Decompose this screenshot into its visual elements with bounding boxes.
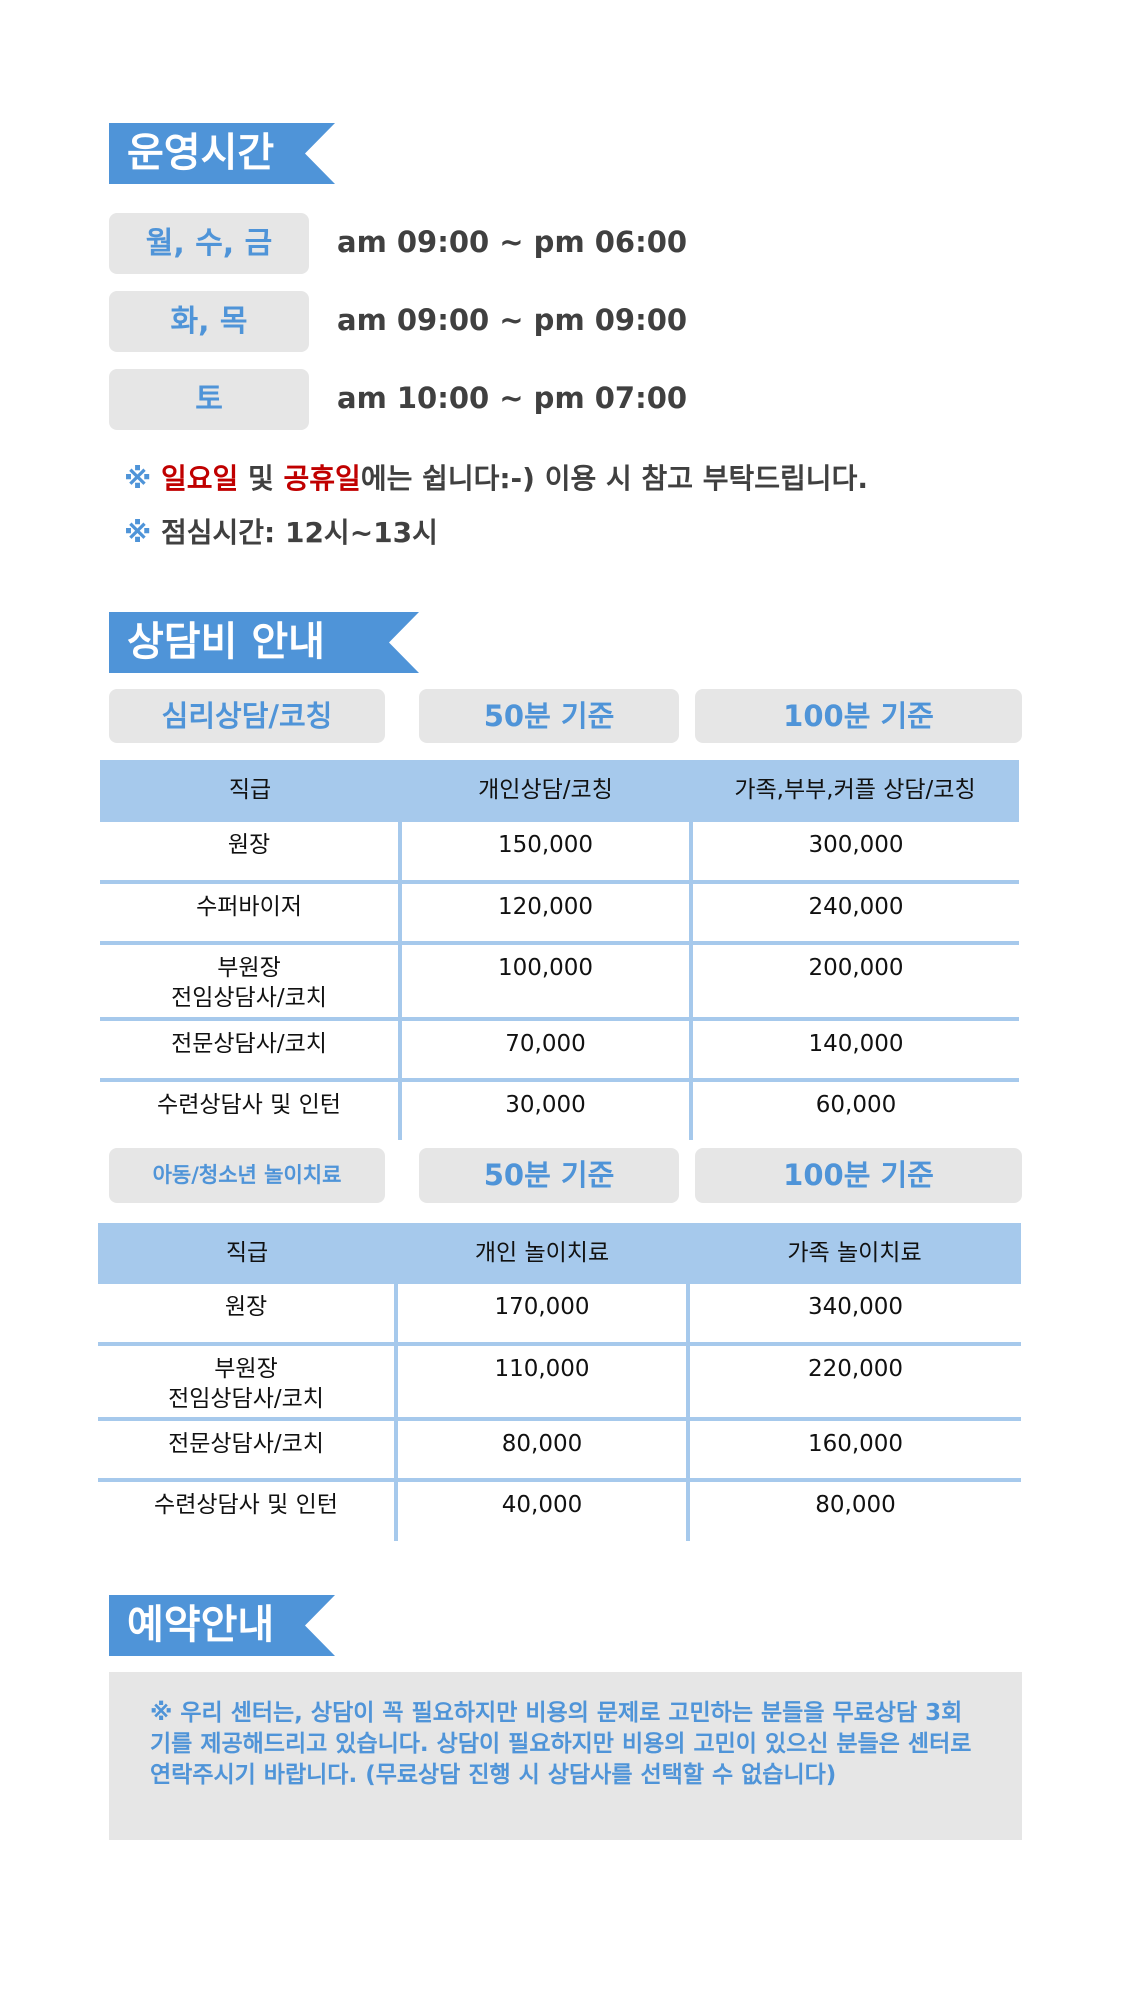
header-family: 가족,부부,커플 상담/코칭 [691,760,1019,822]
table-header-row: 직급 개인 놀이치료 가족 놀이치료 [98,1223,1021,1284]
cell: 부원장 전임상담사/코치 [98,1344,396,1421]
cell: 160,000 [686,1419,1021,1482]
and-text: 및 [238,462,284,495]
cell: 30,000 [398,1080,691,1140]
100min-label: 100분 기준 [695,1148,1022,1203]
cell: 부원장 전임상담사/코치 [100,943,400,1021]
cell: 170,000 [394,1284,688,1346]
table-row: 전문상담사/코치 80,000 160,000 [98,1419,1021,1482]
cell: 원장 [100,822,400,884]
cell: 원장 [98,1284,396,1346]
time-tt: am 09:00 ~ pm 09:00 [337,303,688,337]
cell: 340,000 [686,1284,1021,1346]
cell: 수련상담사 및 인턴 [157,1092,341,1118]
cell: 110,000 [394,1344,688,1421]
cell: 300,000 [689,822,1019,884]
table-row: 부원장 전임상담사/코치 110,000 220,000 [98,1344,1021,1421]
cell: 전문상담사/코치 [98,1419,396,1482]
table-header-row: 직급 개인상담/코칭 가족,부부,커플 상담/코칭 [100,760,1019,822]
counseling-label: 심리상담/코칭 [109,689,385,743]
header-rank: 직급 [98,1223,396,1284]
cell: 70,000 [398,1019,691,1082]
header-individual: 개인상담/코칭 [400,760,691,822]
header-family: 가족 놀이치료 [688,1223,1021,1284]
cell: 100,000 [398,943,691,1021]
table-row: 수련상담사 및 인턴 30,000 60,000 [100,1080,1019,1140]
cell: 40,000 [394,1480,688,1541]
sunday-text: 일요일 [160,462,239,495]
cell: 60,000 [689,1080,1019,1140]
cell: 80,000 [394,1419,688,1482]
cell: 전문상담사/코치 [100,1019,400,1082]
50min-label: 50분 기준 [419,1148,679,1203]
table-row: 부원장 전임상담사/코치 100,000 200,000 [100,943,1019,1021]
cell: 120,000 [398,882,691,945]
reservation-info: ※ 우리 센터는, 상담이 꼭 필요하지만 비용의 문제로 고민하는 분들을 무… [109,1672,1022,1840]
hours-heading: 운영시간 [109,123,335,184]
play-therapy-fee-table: 직급 개인 놀이치료 가족 놀이치료 원장 170,000 340,000 부원장 … [98,1223,1021,1541]
reference-mark-icon: ※ [124,462,152,495]
cell: 수련상담사 및 인턴 [154,1492,338,1518]
cell: 수퍼바이저 [100,882,400,945]
counseling-fee-table: 직급 개인상담/코칭 가족,부부,커플 상담/코칭 원장 150,000 300,0… [100,760,1019,1140]
lunch-text: 점심시간: 12시~13시 [160,516,438,549]
table-row: 수련상담사 및 인턴 40,000 80,000 [98,1480,1021,1541]
cell: 200,000 [689,943,1019,1021]
fees-heading: 상담비 안내 [109,612,419,673]
day-label-mwf: 월, 수, 금 [109,213,309,274]
time-mwf: am 09:00 ~ pm 06:00 [337,225,688,259]
reference-mark-icon: ※ [124,516,152,549]
rest-text: 에는 쉽니다:-) 이용 시 참고 부탁드립니다. [360,462,868,495]
holiday-note: ※ 일요일 및 공휴일에는 쉽니다:-) 이용 시 참고 부탁드립니다. [124,457,868,497]
header-individual: 개인 놀이치료 [396,1223,688,1284]
holiday-text: 공휴일 [283,462,361,495]
cell: 240,000 [689,882,1019,945]
50min-label: 50분 기준 [419,689,679,743]
lunch-note: ※ 점심시간: 12시~13시 [124,511,438,551]
table-row: 원장 170,000 340,000 [98,1284,1021,1346]
table-row: 수퍼바이저 120,000 240,000 [100,882,1019,945]
day-label-sat: 토 [109,369,309,430]
table-row: 원장 150,000 300,000 [100,822,1019,884]
cell: 150,000 [398,822,691,884]
header-rank: 직급 [100,760,400,822]
table-row: 전문상담사/코치 70,000 140,000 [100,1019,1019,1082]
day-label-tt: 화, 목 [109,291,309,352]
cell: 80,000 [686,1480,1021,1541]
100min-label: 100분 기준 [695,689,1022,743]
time-sat: am 10:00 ~ pm 07:00 [337,381,688,415]
cell: 220,000 [686,1344,1021,1421]
cell: 140,000 [689,1019,1019,1082]
reservation-heading: 예약안내 [109,1595,335,1656]
play-therapy-label: 아동/청소년 놀이치료 [109,1148,385,1203]
